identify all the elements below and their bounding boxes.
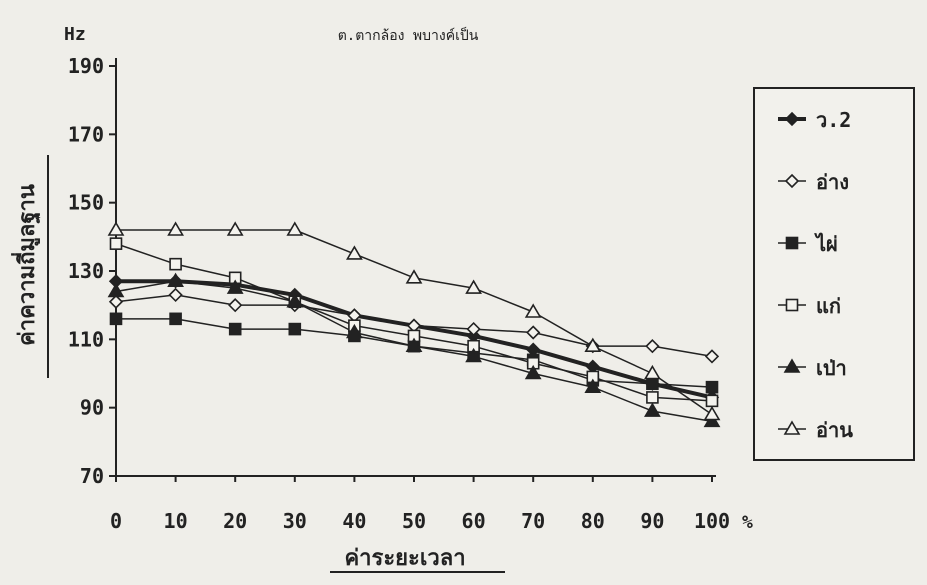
series-6-point (226, 221, 244, 236)
series-6-point (405, 269, 423, 284)
y-tick-label: 70 (80, 464, 104, 488)
series-3-point (705, 380, 719, 394)
x-tick-label: 100 (694, 509, 730, 533)
series-5-point (107, 282, 125, 298)
x-tick-label: 60 (462, 509, 486, 533)
legend-label: อ่าง (816, 170, 849, 194)
series-6-point (346, 245, 363, 260)
x-tick-label: 80 (581, 509, 605, 533)
series-4-point (646, 391, 659, 404)
series-5-point (346, 323, 363, 339)
series-2-point (466, 321, 481, 337)
x-tick-label: 30 (283, 509, 307, 533)
y-tick-label: 90 (80, 396, 104, 420)
series-3-point (169, 312, 182, 326)
series-6-point (167, 221, 184, 236)
legend-box (753, 87, 915, 461)
series-3-point (109, 312, 123, 326)
legend-label: ไผ่ (814, 232, 838, 256)
x-tick-label: 90 (640, 509, 664, 533)
series-5-point (286, 293, 304, 308)
x-tick-label: 70 (521, 509, 545, 533)
series-5-point (584, 378, 602, 393)
plot-area: 70 90 110 130 150 170 190 0 10 20 30 40 50 60 70 80 90 10… (68, 54, 730, 533)
series-6-point (107, 221, 125, 236)
legend-marker (784, 111, 800, 127)
legend-label: เป่า (816, 356, 847, 380)
series-5-point (465, 347, 482, 363)
series-3-point (288, 322, 302, 336)
y-tick-label: 170 (68, 122, 104, 146)
series-6-point (644, 364, 661, 380)
legend-marker (785, 298, 799, 312)
series-2-point (228, 298, 243, 313)
series-6-point (584, 337, 602, 352)
series-5-point (703, 412, 721, 428)
series-5-point (167, 272, 184, 288)
y-tick-label: 150 (68, 191, 104, 215)
series-6-point (286, 221, 304, 236)
legend-label: อ่าน (816, 418, 853, 442)
y-axis-title: ค่าความถี่มูลฐาน (10, 184, 41, 346)
x-tick-label: 50 (402, 509, 426, 533)
series-4-point (169, 257, 182, 271)
series-2-point (704, 349, 720, 364)
series-2-point (108, 294, 124, 309)
x-tick-label: 20 (223, 509, 247, 533)
legend-label: แก่ (816, 294, 841, 318)
series-4-point (109, 237, 123, 250)
series-3-point (646, 377, 659, 391)
series-5-point (644, 402, 661, 417)
series-6-point (524, 303, 542, 318)
x-unit-label: % (742, 512, 753, 533)
series-3-point (228, 322, 242, 336)
legend-marker (783, 420, 801, 435)
legend-label: ว.2 (816, 108, 851, 132)
legend-marker (785, 236, 799, 250)
series-2-point (168, 287, 183, 303)
series-2-point (526, 325, 541, 340)
series-4-point (705, 394, 719, 408)
x-axis-title: ค่าระยะเวลา (344, 546, 465, 571)
x-tick-label: 10 (164, 509, 188, 533)
series-5-point (405, 337, 423, 352)
legend-marker (783, 358, 801, 373)
y-tick-label: 110 (68, 327, 104, 351)
x-tick-label: 0 (110, 509, 122, 533)
y-tick-label: 190 (68, 54, 104, 78)
x-tick-label: 40 (342, 509, 366, 533)
series-6-point (703, 405, 721, 421)
y-tick-label: 130 (68, 259, 104, 283)
legend-marker (784, 173, 800, 189)
y-unit-label: Hz (64, 24, 86, 45)
series-5-point (226, 279, 244, 294)
series-2-point (645, 339, 660, 354)
series-6-point (465, 279, 482, 294)
series-5-point (524, 364, 542, 380)
annotation-text: ต.ตากล้อง พบางค์เป็น (338, 26, 479, 44)
